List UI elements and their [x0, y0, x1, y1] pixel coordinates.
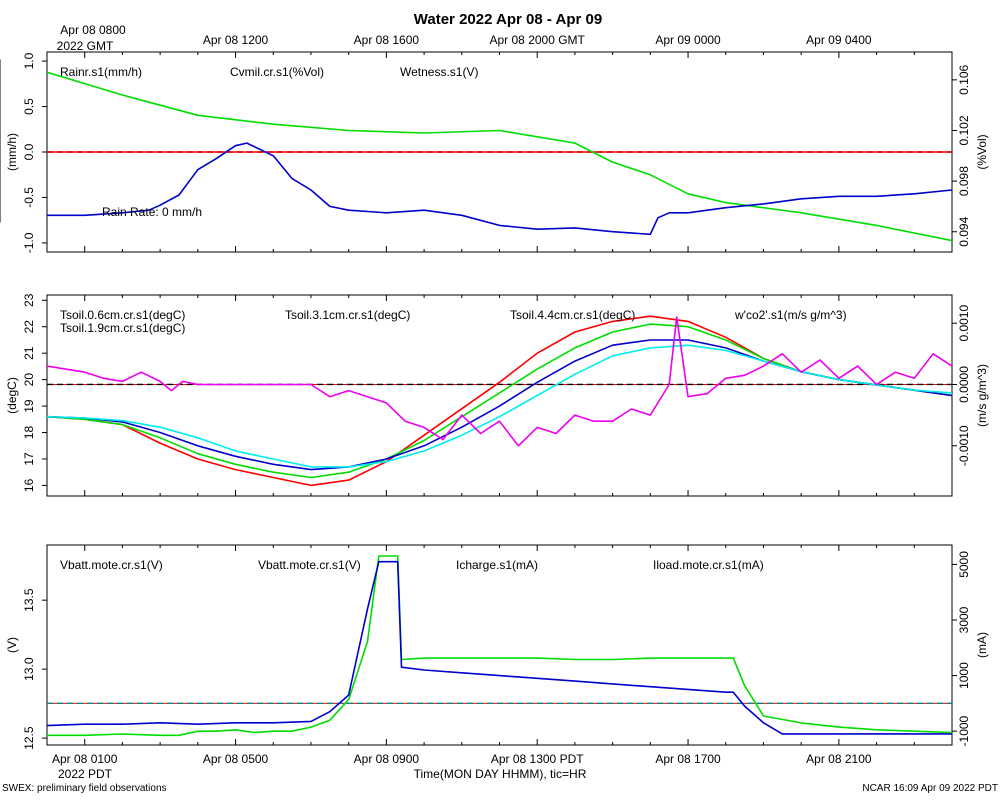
- left-axis-label: (V): [5, 637, 19, 653]
- right-axis-tick-label: -0.0010: [957, 425, 971, 466]
- legend-entry-cyan: Iload.mote.cr.s1(mA): [653, 558, 764, 572]
- legend-entry-blue: Tsoil.3.1cm.cr.s1(degC): [285, 308, 410, 322]
- left-axis-tick-label: 12.5: [22, 726, 36, 750]
- series-group: [47, 555, 952, 737]
- right-axis-tick-label: 0.094: [957, 216, 971, 246]
- legend-entry-green: Cvmil.cr.s1(%Vol): [230, 65, 324, 79]
- right-axis-tick-label: 0.102: [957, 115, 971, 145]
- bottom-axis-tick-labels: Apr 08 0100 Apr 08 0500 Apr 08 0900 Apr 08 …: [52, 752, 872, 766]
- left-axis-tick-label: 22: [22, 320, 36, 334]
- right-axis-tick-label: 0.0010: [957, 305, 971, 342]
- left-axis-tick-label: 1.0: [22, 52, 36, 69]
- series-line-green: [47, 555, 952, 737]
- top-axis-tick-label: Apr 08 2000 GMT: [490, 33, 586, 47]
- top-axis-tick-label: Apr 08 1200: [203, 33, 269, 47]
- series-line-blue: [47, 560, 952, 735]
- right-axis-tick-label: 0.098: [957, 166, 971, 196]
- series-line-blue: [47, 339, 952, 471]
- right-axis-tick-label: 5000: [957, 551, 971, 578]
- right-axis-label: (%Vol): [975, 134, 989, 169]
- bottom-axis-tick-label: Apr 08 1700: [655, 752, 721, 766]
- right-axis-tick-label: 0.106: [957, 65, 971, 95]
- top-axis-tick-label: Apr 09 0400: [806, 33, 872, 47]
- left-axis-label: (degC): [5, 377, 19, 414]
- x-axis-label: Time(MON DAY HHMM), tic=HR: [414, 767, 587, 781]
- left-axis-tick-label: 20: [22, 373, 36, 387]
- series-line-blue: [47, 142, 952, 236]
- left-axis-tick-label: -0.5: [22, 187, 36, 208]
- left-axis-tick-label: 19: [22, 399, 36, 413]
- left-axis-label: (mm/h): [5, 133, 19, 171]
- left-axis-tick-label: 0.0: [22, 143, 36, 160]
- right-axis-tick-label: 3000: [957, 606, 971, 633]
- left-axis-tick-label: 18: [22, 426, 36, 440]
- top-axis-first-label-line2: 2022 GMT: [57, 39, 114, 53]
- bottom-axis-tick-label: Apr 08 2100: [806, 752, 872, 766]
- right-axis-tick-label: 1000: [957, 662, 971, 689]
- legend-entry-red: Rainr.s1(mm/h): [60, 65, 142, 79]
- right-axis-label: (mA): [975, 632, 989, 658]
- series-line-green: [47, 323, 952, 479]
- legend-entry-magenta: w'co2'.s1(m/s g/m^3): [734, 308, 847, 322]
- panel-frame: [46, 544, 953, 746]
- footer-right-note: NCAR 16:09 Apr 09 2022 PDT: [862, 783, 998, 794]
- right-axis-label: (m/s g/m^3): [975, 364, 989, 427]
- top-axis-tick-labels: Apr 08 1200 Apr 08 1600 Apr 08 2000 GMT Apr…: [203, 33, 872, 47]
- panel-water: 1.0 0.5 0.0 -0.5 -1.0 (mm/h) 0.106 0.102 0.098 0.…: [5, 51, 989, 253]
- series-line-magenta: [47, 316, 952, 447]
- bottom-axis-tick-label: Apr 08 0100: [52, 752, 118, 766]
- left-axis-tick-label: 16: [22, 478, 36, 492]
- left-axis-tick-label: 0.5: [22, 98, 36, 115]
- series-line-green: [47, 71, 952, 242]
- top-axis-tick-label: Apr 09 0000: [655, 33, 721, 47]
- right-axis-tick-label: -1000: [957, 715, 971, 746]
- series-group: [47, 71, 952, 242]
- footer-left-note: SWEX: preliminary field observations: [2, 783, 167, 794]
- bottom-axis-tick-label: Apr 08 0900: [354, 752, 420, 766]
- bottom-axis-tick-label: Apr 08 0500: [203, 752, 269, 766]
- left-axis-tick-label: 13.0: [22, 657, 36, 681]
- top-axis-first-label-line1: Apr 08 0800: [60, 23, 126, 37]
- left-axis-tick-label: 21: [22, 346, 36, 360]
- legend-entry-red: Tsoil.0.6cm.cr.s1(degC): [60, 308, 185, 322]
- legend-entry-blue: Icharge.s1(mA): [456, 558, 538, 572]
- top-axis-tick-label: Apr 08 1600: [354, 33, 420, 47]
- left-axis-tick-label: 17: [22, 452, 36, 466]
- legend-entry-blue: Wetness.s1(V): [400, 65, 478, 79]
- bottom-axis-year: 2022 PDT: [58, 767, 113, 781]
- legend-entry-red: Vbatt.mote.cr.s1(V): [60, 558, 163, 572]
- series-line-red: [47, 315, 952, 487]
- right-axis-tick-label: 0.0000: [957, 366, 971, 403]
- bottom-axis-tick-label: Apr 08 1300 PDT: [491, 752, 584, 766]
- legend-entry-cyan: Tsoil.4.4cm.cr.s1(degC): [510, 308, 635, 322]
- panels: 1.0 0.5 0.0 -0.5 -1.0 (mm/h) 0.106 0.102 0.098 0.…: [5, 51, 989, 750]
- chart-title: Water 2022 Apr 08 - Apr 09: [414, 11, 602, 28]
- panel-soil-temperature: 23 22 21 20 19 18 17 16 (degC) 0.0010 0.0000 -0.001…: [5, 293, 989, 497]
- left-axis-tick-label: 23: [22, 293, 36, 307]
- left-axis-tick-label: -1.0: [22, 232, 36, 253]
- series-group: [47, 315, 952, 487]
- panel-power: 13.5 13.0 12.5 (V) 5000 3000 1000 -1000 (mA) Vbat…: [5, 544, 989, 750]
- left-axis-tick-label: 13.5: [22, 588, 36, 612]
- legend-entry-green: Vbatt.mote.cr.s1(V): [258, 558, 361, 572]
- rain-rate-annotation: Rain Rate: 0 mm/h: [102, 205, 202, 219]
- legend-entry-green: Tsoil.1.9cm.cr.s1(degC): [60, 321, 185, 335]
